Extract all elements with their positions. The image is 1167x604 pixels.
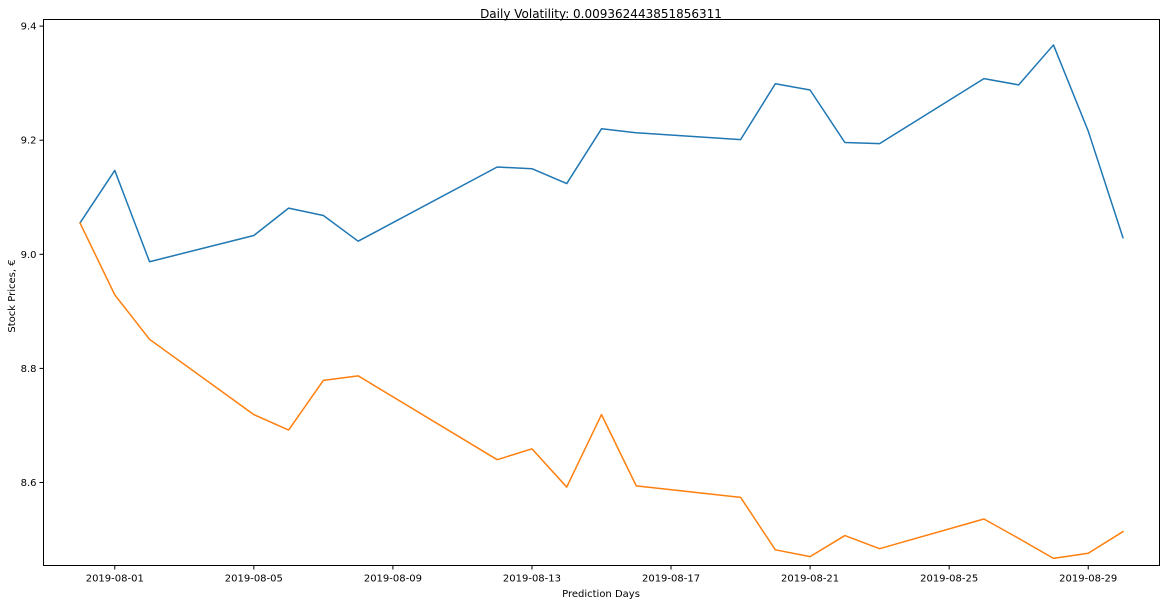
x-tick-label: 2019-08-05 — [225, 574, 283, 585]
x-tick-label: 2019-08-13 — [503, 574, 561, 585]
x-tick-label: 2019-08-09 — [364, 574, 422, 585]
x-tick-label: 2019-08-21 — [781, 574, 839, 585]
y-tick-label: 8.6 — [21, 478, 37, 489]
plot-frame — [43, 19, 1160, 566]
y-tick-label: 9.2 — [21, 136, 37, 147]
series-line-1 — [79, 44, 1124, 263]
y-axis-label: Stock Prices, € — [7, 259, 18, 332]
y-tick-label: 8.8 — [21, 364, 37, 375]
x-tick-label: 2019-08-25 — [920, 574, 978, 585]
series-line-2 — [79, 222, 1124, 560]
y-axis-ticks: 9.0 9.2 9.4 8.6 8.8 — [21, 22, 44, 489]
x-tick-label: 2019-08-17 — [642, 574, 700, 585]
y-tick-label: 9.0 — [21, 250, 37, 261]
x-axis-ticks: 2019-08-01 2019-08-05 2019-08-09 2019-08-13… — [86, 565, 1117, 585]
y-tick-label: 9.4 — [21, 22, 37, 33]
x-tick-label: 2019-08-01 — [86, 574, 144, 585]
series-layer — [79, 44, 1124, 560]
chart-title: Daily Volatility: 0.009362443851856311 — [480, 7, 722, 21]
x-tick-label: 2019-08-29 — [1059, 574, 1117, 585]
x-axis-label: Prediction Days — [562, 589, 640, 600]
